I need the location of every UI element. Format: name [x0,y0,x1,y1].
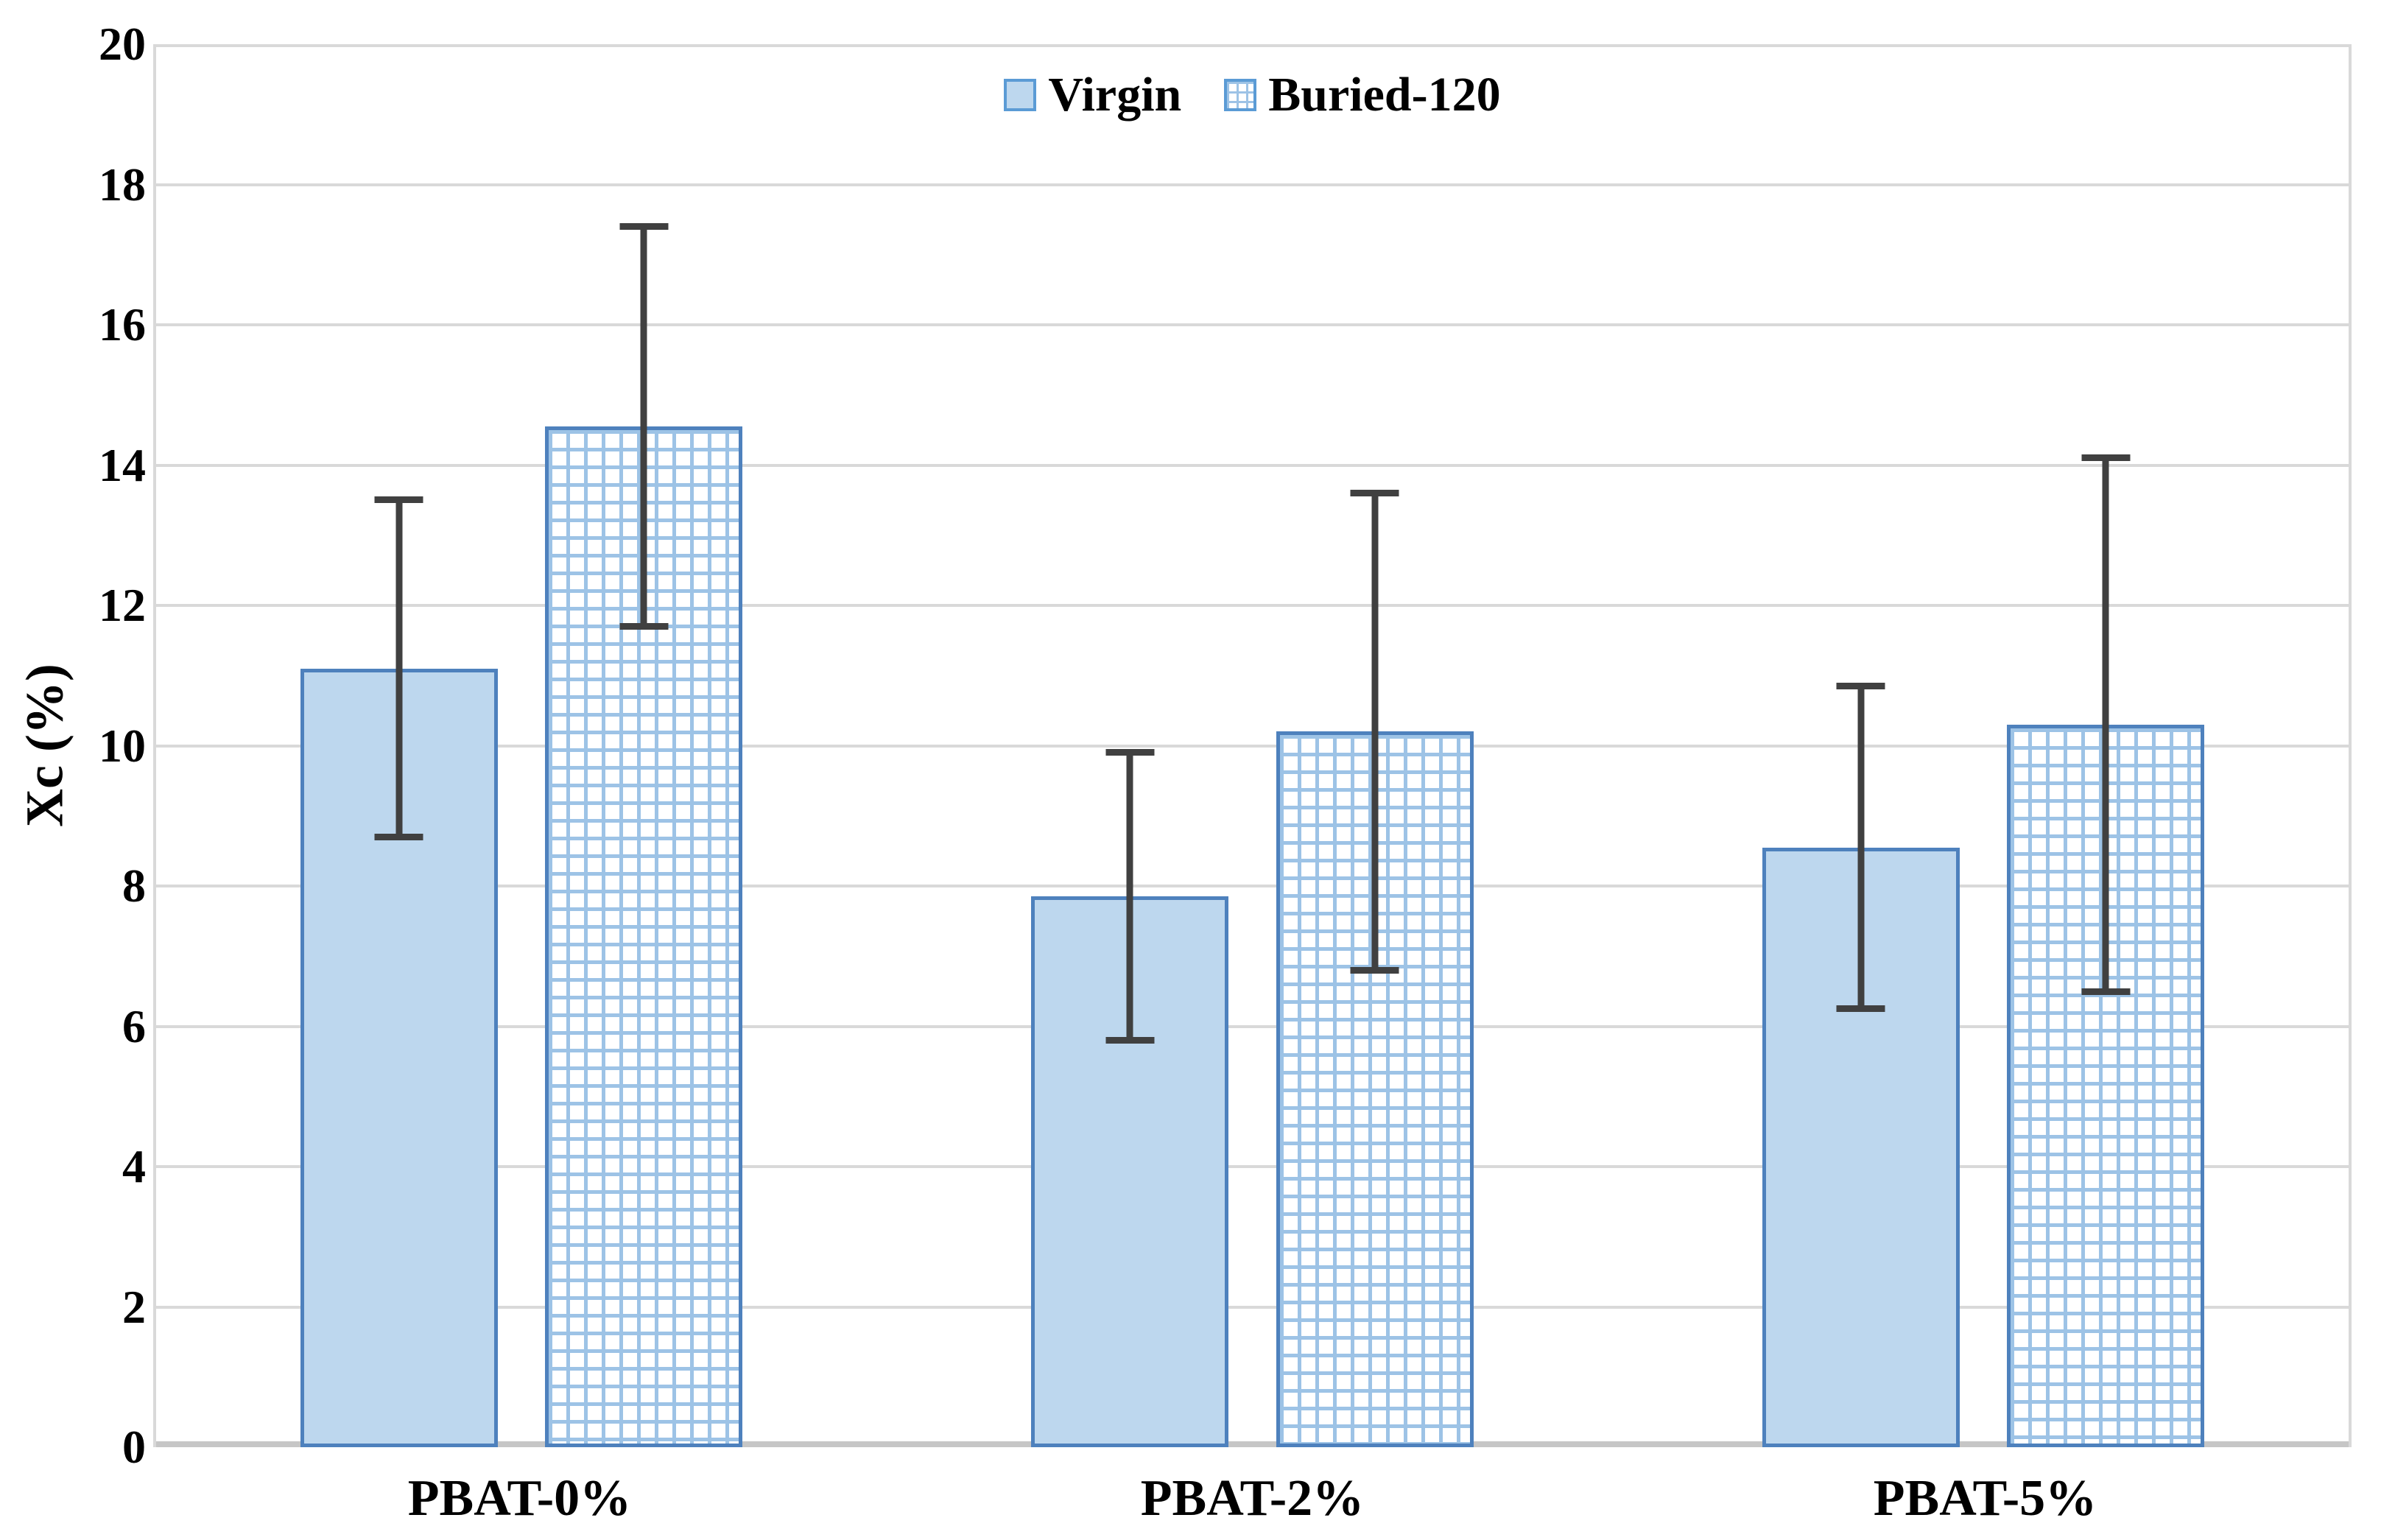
y-tick-label-2: 2 [122,1280,146,1333]
gridline-y-12 [156,604,2349,607]
y-tick-label-10: 10 [99,719,146,772]
y-tick-label-18: 18 [99,158,146,211]
y-tick-label-6: 6 [122,999,146,1052]
gridline-y-16 [156,323,2349,326]
legend-item-buried-120: Buried-120 [1224,68,1501,122]
y-tick-label-8: 8 [122,859,146,912]
y-tick-label-12: 12 [99,579,146,631]
gridline-y-8 [156,885,2349,887]
legend-marker-hatched-icon [1224,79,1257,111]
error-bar-virgin-pbat-0% [395,496,403,841]
error-bar-buried-120-pbat-2% [1371,489,1379,974]
y-axis-tick-labels: 0 2 4 6 8 10 12 14 16 18 20 [0,21,146,1471]
y-tick-label-20: 20 [99,18,146,70]
gridline-y-10 [156,744,2349,748]
error-bar-virgin-pbat-5% [1857,682,1865,1013]
error-bar-buried-120-pbat-5% [2102,454,2109,995]
y-tick-label-0: 0 [122,1421,146,1473]
legend-label-buried-120: Buried-120 [1268,68,1501,122]
x-category-label-pbat-2%: PBAT-2% [1140,1470,1365,1527]
legend: Virgin Buried-120 [153,71,2352,119]
x-category-label-pbat-0%: PBAT-0% [407,1470,632,1527]
gridline-y-18 [156,183,2349,186]
gridline-y-14 [156,463,2349,467]
error-bar-buried-120-pbat-0% [640,222,647,630]
error-bar-virgin-pbat-2% [1126,749,1133,1044]
gridline-y-4 [156,1165,2349,1168]
legend-label-virgin: Virgin [1048,68,1182,122]
x-axis-labels: PBAT-0% PBAT-2% PBAT-5% [153,1462,2352,1536]
y-tick-label-16: 16 [99,298,146,351]
legend-item-virgin: Virgin [1004,71,1181,119]
gridline-y-6 [156,1024,2349,1028]
plot-area [153,44,2352,1447]
x-axis-line [156,1441,2349,1447]
y-tick-label-4: 4 [122,1140,146,1192]
bar-virgin-pbat-2% [1031,896,1229,1447]
x-category-label-pbat-5%: PBAT-5% [1873,1470,2097,1527]
gridline-y-20 [156,44,2349,47]
y-tick-label-14: 14 [99,438,146,491]
legend-marker-solid-icon [1004,79,1037,111]
gridline-y-2 [156,1305,2349,1309]
